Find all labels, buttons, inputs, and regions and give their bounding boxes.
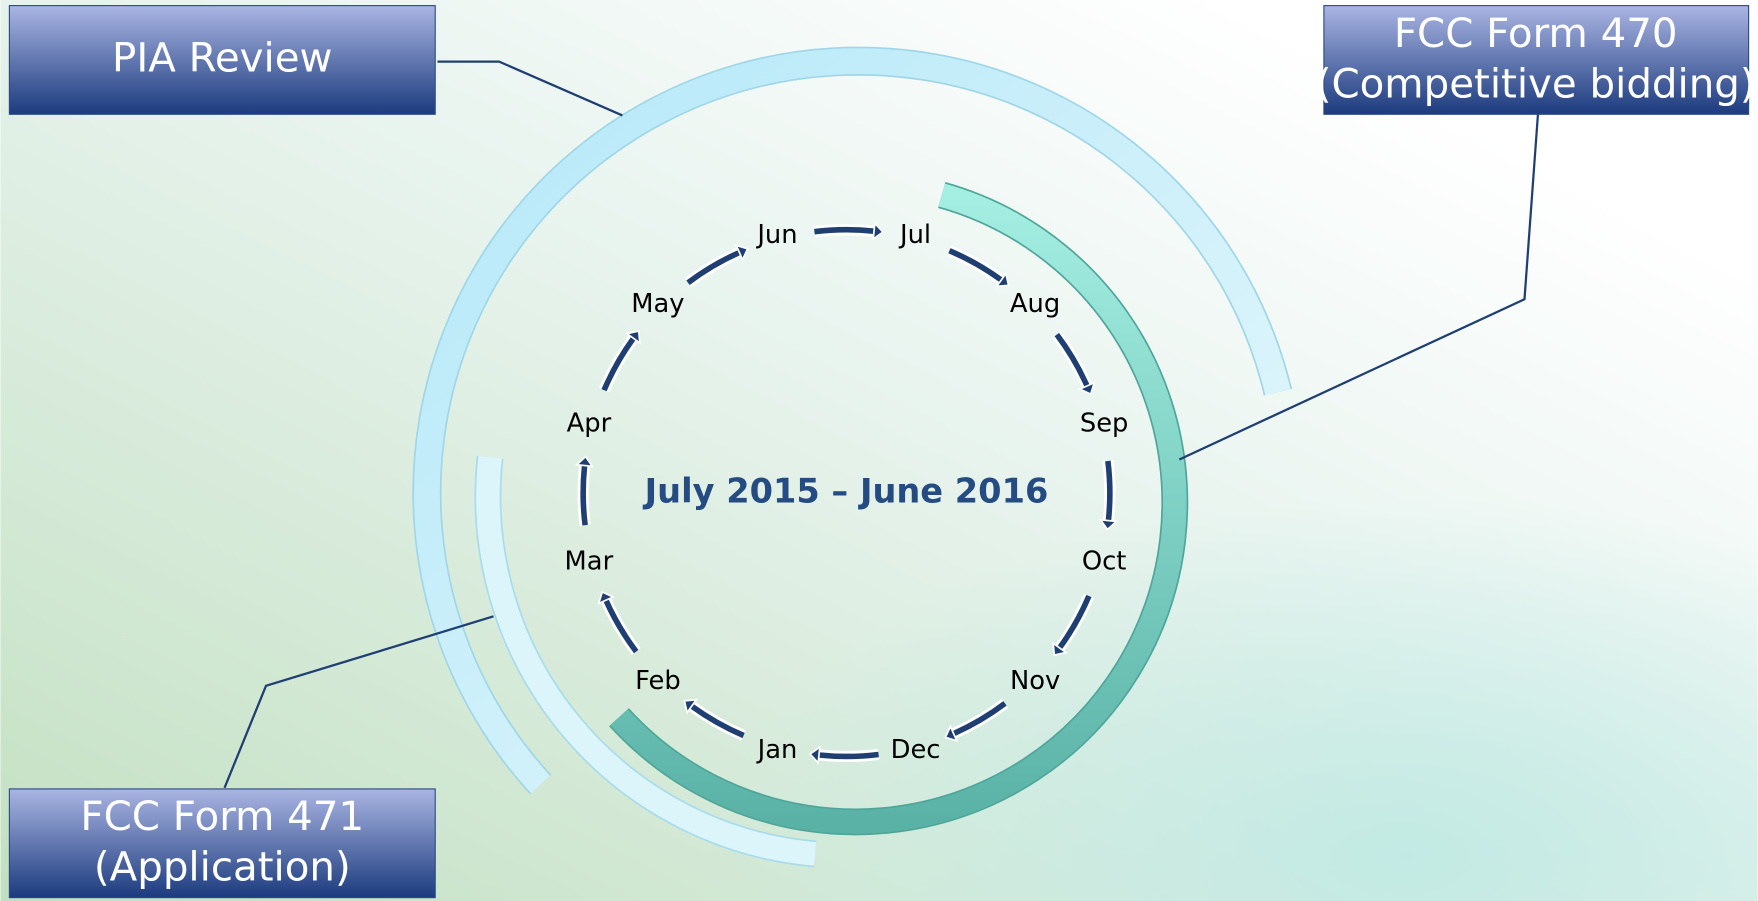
month-label: Sep xyxy=(1080,409,1129,439)
arrow-head xyxy=(872,221,885,241)
arrow-head xyxy=(734,243,749,262)
box xyxy=(8,5,436,115)
arrow xyxy=(814,226,875,235)
month-label: Jan xyxy=(756,735,798,765)
box-label: (Competitive bidding) xyxy=(1316,60,1756,107)
arrow xyxy=(952,701,1007,737)
arrow xyxy=(1105,460,1113,521)
box-label: PIA Review xyxy=(112,35,333,82)
month-label: Aug xyxy=(1010,289,1060,319)
box-label: (Application) xyxy=(94,844,351,891)
form471-arc xyxy=(476,455,817,866)
box-label: FCC Form 471 xyxy=(80,793,364,840)
connector xyxy=(1178,114,1540,461)
arrow-head xyxy=(683,698,699,715)
month-label: Feb xyxy=(635,666,681,696)
center-title: July 2015 – June 2016 xyxy=(643,472,1049,511)
connector xyxy=(437,60,623,117)
arrow-head xyxy=(574,455,595,468)
month-label: Jul xyxy=(898,220,931,250)
arrow-head xyxy=(1098,518,1119,531)
month-label: May xyxy=(631,289,684,319)
month-label: Nov xyxy=(1010,666,1060,696)
month-label: Jun xyxy=(755,220,797,250)
box-label: FCC Form 470 xyxy=(1394,10,1678,57)
arrow xyxy=(818,751,879,760)
month-label: Apr xyxy=(567,409,612,439)
arrow xyxy=(580,465,588,526)
arrow xyxy=(690,703,745,739)
arrow-head xyxy=(1077,381,1096,396)
arrow-head xyxy=(597,590,616,605)
arrow-head xyxy=(944,724,959,743)
arrow xyxy=(601,336,636,392)
arrow xyxy=(686,249,741,286)
connector xyxy=(223,615,494,789)
arrow xyxy=(1054,332,1090,388)
arrow-head xyxy=(808,745,821,765)
month-label: Dec xyxy=(891,735,941,765)
box xyxy=(8,788,436,899)
months: Jul Aug Sep Oct Nov Dec Jan Feb Mar Apr May Jun xyxy=(565,220,1129,765)
arrow-head xyxy=(994,271,1010,288)
arrow xyxy=(948,248,1003,283)
month-label: Mar xyxy=(565,547,614,577)
pia-arc xyxy=(414,48,1291,794)
month-label: Oct xyxy=(1082,547,1127,577)
arrows xyxy=(574,221,1119,765)
form470-arc xyxy=(610,183,1187,834)
arrow-head xyxy=(625,330,641,345)
arrow xyxy=(1057,594,1092,650)
arrow-head xyxy=(1052,641,1068,657)
box xyxy=(1323,5,1750,115)
arrow xyxy=(603,599,639,654)
